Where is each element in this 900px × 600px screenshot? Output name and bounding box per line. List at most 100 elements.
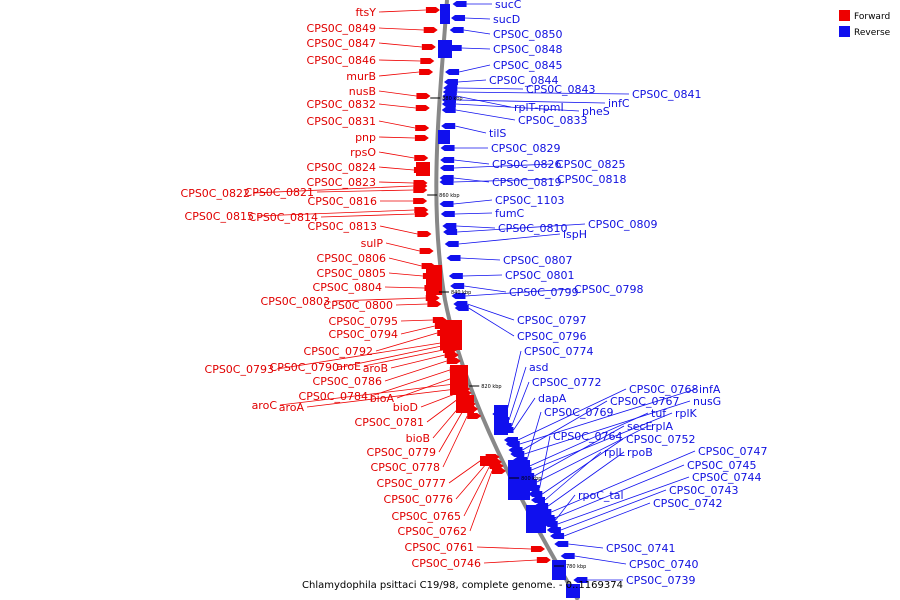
reverse-gene-feature — [452, 1, 467, 7]
forward-gene-label: CPS0C_0816 — [308, 195, 377, 208]
reverse-gene-block — [440, 4, 450, 24]
reverse-gene-label: pheS — [582, 105, 610, 118]
scale-tick-label: 860 kbp — [439, 193, 459, 199]
reverse-gene-label: CPS0C_0843 — [526, 83, 595, 96]
reverse-gene-connector — [465, 288, 572, 297]
forward-gene-label: CPS0C_0803 — [261, 295, 330, 308]
reverse-gene-label: CPS0C_0829 — [491, 142, 560, 155]
forward-gene-feature — [420, 58, 435, 64]
forward-gene-label: CPS0C_0784 — [299, 390, 368, 403]
reverse-gene-feature — [451, 293, 466, 299]
reverse-gene-label: CPS0C_0799 — [509, 286, 578, 299]
forward-gene-connector — [252, 185, 414, 194]
reverse-gene-connector — [453, 163, 554, 169]
forward-gene-label: CPS0C_0778 — [371, 461, 440, 474]
reverse-gene-label: CPS0C_0774 — [524, 345, 593, 358]
scale-tick-label: 840 kbp — [451, 290, 471, 296]
forward-gene-feature — [414, 155, 429, 161]
forward-gene-connector — [279, 383, 455, 406]
forward-gene-label: CPS0C_0779 — [367, 446, 436, 459]
reverse-gene-connector — [522, 400, 608, 451]
forward-gene-label: aroE — [336, 360, 361, 373]
reverse-gene-label: CPS0C_0743 — [669, 484, 738, 497]
forward-gene-feature — [421, 44, 436, 50]
reverse-gene-connector — [464, 285, 507, 293]
forward-gene-label: CPS0C_0832 — [307, 98, 376, 111]
scale-tick-label: 780 kbp — [566, 564, 586, 570]
reverse-gene-label: CPS0C_0818 — [557, 173, 626, 186]
forward-gene-block — [456, 395, 474, 413]
forward-gene-label: CPS0C_0849 — [307, 22, 376, 35]
reverse-gene-label: CPS0C_0841 — [632, 88, 701, 101]
forward-gene-label: CPS0C_0795 — [329, 315, 398, 328]
reverse-gene-label: fumC — [495, 207, 525, 220]
connector-layer — [252, 3, 697, 581]
reverse-gene-feature — [448, 273, 463, 279]
reverse-gene-connector — [563, 502, 651, 537]
reverse-gene-label: ispH — [563, 228, 587, 241]
reverse-gene-feature — [573, 577, 588, 583]
reverse-gene-connector — [542, 438, 624, 495]
forward-gene-connector — [378, 71, 420, 77]
reverse-gene-label: sucC — [495, 0, 522, 11]
reverse-gene-label: CPS0C_0850 — [493, 28, 562, 41]
reverse-gene-feature — [439, 201, 454, 207]
forward-gene-connector — [306, 388, 457, 408]
reverse-gene-connector — [454, 159, 490, 165]
forward-gene-connector — [378, 90, 417, 97]
forward-gene-label: CPS0C_0762 — [398, 525, 467, 538]
forward-gene-connector — [442, 415, 468, 468]
forward-gene-label: aroB — [363, 362, 388, 375]
forward-gene-connector — [400, 319, 433, 322]
legend-reverse-swatch — [839, 26, 850, 37]
scale-tick-label: 820 kbp — [481, 384, 501, 390]
reverse-gene-label: rpoC_tal — [578, 489, 624, 502]
reverse-gene-block — [552, 560, 566, 580]
legend-reverse-label: Reverse — [854, 28, 891, 38]
reverse-gene-feature — [510, 451, 525, 457]
reverse-gene-connector — [547, 451, 625, 507]
reverse-gene-connector — [455, 99, 606, 104]
reverse-gene-feature — [550, 533, 565, 539]
reverse-gene-label: CPS0C_0844 — [489, 74, 558, 87]
reverse-gene-feature — [449, 27, 464, 33]
scale-tick-label: 800 kbp — [521, 476, 541, 482]
reverse-gene-label: CPS0C_0742 — [653, 497, 722, 510]
reverse-gene-feature — [440, 157, 455, 163]
forward-gene-connector — [378, 103, 416, 109]
forward-gene-label: nusB — [349, 85, 376, 98]
reverse-gene-label: rplK — [675, 407, 698, 420]
forward-gene-connector — [379, 225, 418, 235]
reverse-gene-label: sucD — [493, 13, 520, 26]
forward-gene-label: CPS0C_0781 — [355, 416, 424, 429]
reverse-gene-label: CPS0C_0747 — [698, 445, 767, 458]
forward-gene-label: ftsY — [356, 6, 377, 19]
reverse-gene-feature — [439, 165, 454, 171]
forward-gene-label: CPS0C_0794 — [329, 328, 398, 341]
forward-gene-connector — [378, 136, 415, 139]
forward-gene-connector — [469, 470, 493, 532]
forward-gene-label: CPS0C_0823 — [307, 176, 376, 189]
reverse-gene-label: CPS0C_0798 — [574, 283, 643, 296]
forward-gene-feature — [427, 301, 442, 307]
reverse-gene-connector — [454, 212, 493, 215]
reverse-gene-label: CPS0C_0801 — [505, 269, 574, 282]
reverse-gene-label: CPS0C_0807 — [503, 254, 572, 267]
forward-gene-connector — [378, 59, 421, 62]
reverse-gene-feature — [440, 145, 455, 151]
reverse-gene-feature — [560, 553, 575, 559]
reverse-gene-label: nusG — [693, 395, 721, 408]
forward-gene-feature — [491, 468, 506, 474]
reverse-gene-label: CPS0C_0810 — [498, 222, 567, 235]
forward-gene-connector — [384, 286, 425, 289]
forward-gene-connector — [378, 9, 426, 13]
reverse-gene-connector — [555, 494, 576, 521]
reverse-gene-label: rplL — [604, 446, 626, 459]
forward-gene-label: CPS0C_0793 — [205, 363, 274, 376]
reverse-gene-connector — [529, 412, 649, 467]
reverse-gene-label: CPS0C_0764 — [553, 430, 622, 443]
reverse-gene-label: CPS0C_0740 — [629, 558, 698, 571]
forward-gene-feature — [413, 187, 428, 193]
reverse-gene-block — [508, 460, 530, 500]
